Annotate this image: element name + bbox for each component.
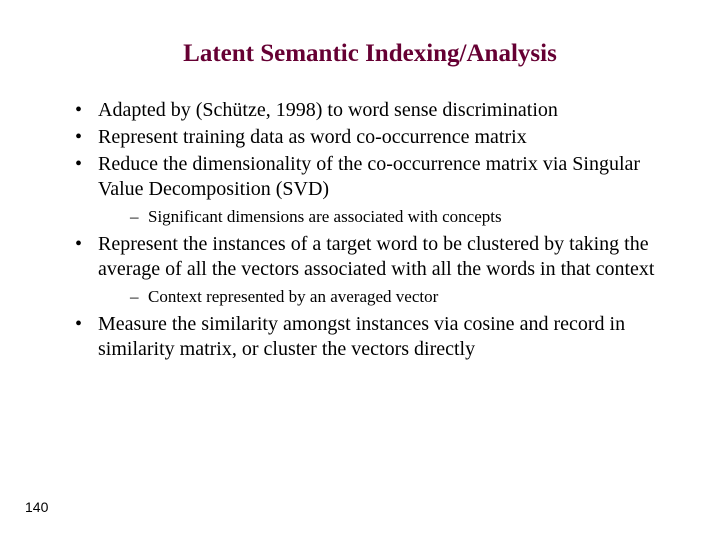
bullet-item: Represent training data as word co-occur… [70,125,670,150]
sub-bullet-item: Significant dimensions are associated wi… [98,206,670,228]
bullet-item: Measure the similarity amongst instances… [70,312,670,362]
main-bullet-list: Adapted by (Schütze, 1998) to word sense… [50,98,670,362]
slide-title: Latent Semantic Indexing/Analysis [100,40,640,68]
bullet-text: Reduce the dimensionality of the co-occu… [98,153,640,200]
sub-bullet-text: Context represented by an averaged vecto… [148,287,438,306]
bullet-text: Represent training data as word co-occur… [98,126,527,148]
sub-bullet-text: Significant dimensions are associated wi… [148,207,502,226]
bullet-text: Represent the instances of a target word… [98,233,654,280]
bullet-item: Reduce the dimensionality of the co-occu… [70,152,670,228]
sub-bullet-list: Context represented by an averaged vecto… [98,286,670,308]
sub-bullet-list: Significant dimensions are associated wi… [98,206,670,228]
bullet-text: Adapted by (Schütze, 1998) to word sense… [98,99,558,121]
page-number: 140 [25,499,48,515]
bullet-text: Measure the similarity amongst instances… [98,313,625,360]
slide-container: Latent Semantic Indexing/Analysis Adapte… [0,0,720,540]
sub-bullet-item: Context represented by an averaged vecto… [98,286,670,308]
bullet-item: Adapted by (Schütze, 1998) to word sense… [70,98,670,123]
bullet-item: Represent the instances of a target word… [70,232,670,308]
